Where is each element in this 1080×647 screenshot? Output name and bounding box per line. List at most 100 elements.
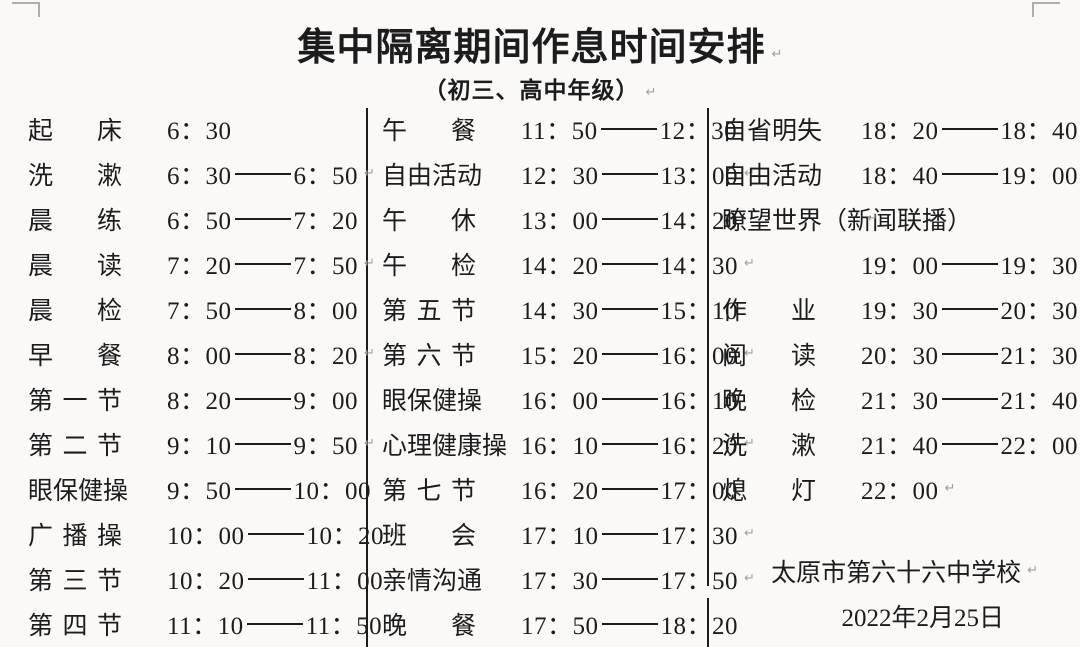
activity-label: 晚餐	[382, 612, 476, 640]
activity-label: 午休	[382, 207, 476, 235]
activity-label: 起床	[28, 117, 122, 145]
time-range: 16：20 17：00	[521, 471, 744, 507]
time-range: 17：10 17：30 ↵	[521, 516, 755, 552]
activity-label: 晨读	[28, 252, 122, 280]
schedule-row: 第四节 11：10 11：50	[28, 601, 382, 646]
textbox-corner-mark-left	[12, 2, 40, 17]
end-time: 11：50	[305, 612, 383, 640]
activity-label: 眼保健操	[382, 387, 483, 415]
time-range-dash	[941, 172, 998, 175]
start-time: 8：20	[167, 387, 232, 415]
end-time: 8：00	[293, 297, 359, 325]
paragraph-return-mark: ↵	[744, 166, 755, 181]
end-time: 9：50	[293, 432, 359, 460]
activity-label: 第七节	[382, 477, 476, 505]
activity-label: 第六节	[382, 342, 476, 370]
start-time: 9：50	[167, 477, 232, 505]
end-time: 17：30	[660, 522, 739, 550]
time-range-dash	[234, 352, 291, 355]
time-range-dash	[601, 397, 658, 400]
end-time: 16：10	[660, 387, 739, 415]
footer-school-name: 太原市第六十六中学校 ↵	[771, 559, 1038, 587]
schedule-row: 眼保健操 9：50 10：00	[28, 466, 371, 511]
footer-date: 2022年2月25日	[841, 604, 1004, 632]
start-time: 11：50	[521, 117, 598, 145]
schedule-row: 早餐 8：00 8：20 ↵	[28, 331, 375, 376]
activity-label: 广播操	[28, 522, 122, 550]
time-range-dash	[234, 307, 291, 310]
time-range-dash	[234, 262, 291, 265]
paragraph-return-mark: ↵	[364, 256, 375, 271]
activity-label: 阅读	[722, 342, 816, 370]
activity-label: 自由活动	[722, 162, 823, 190]
end-time: 16：20	[660, 432, 739, 460]
time-range-dash	[246, 622, 303, 625]
time-range: 21：40 22：00	[861, 426, 1080, 462]
end-time: 22：00	[1000, 432, 1079, 460]
end-time: 15：10	[660, 297, 739, 325]
activity-label: 洗漱	[722, 432, 816, 460]
activity-label: 瞭望世界（新闻联播）	[722, 207, 973, 235]
paragraph-return-mark: ↵	[744, 436, 755, 451]
schedule-row: 洗漱 6：30 6：50 ↵	[28, 151, 375, 196]
activity-label: 第五节	[382, 297, 476, 325]
time-range-dash	[941, 352, 998, 355]
time-range-dash	[600, 127, 657, 130]
end-time: 14：20	[660, 207, 739, 235]
activity-label: 晨检	[28, 297, 122, 325]
time-range: 9：50 10：00	[167, 471, 377, 507]
end-time: 10：20	[306, 522, 385, 550]
paragraph-return-mark: ↵	[744, 256, 755, 271]
schedule-row: 第七节 16：20 17：00	[382, 466, 738, 511]
schedule-row: 自由活动 18：40 19：00 ↵	[722, 151, 1078, 196]
time-range-dash	[601, 217, 658, 220]
time-range: 6：30	[167, 111, 238, 147]
time-range: 6：50 7：20	[167, 201, 364, 237]
end-time: 19：30	[1000, 252, 1079, 280]
time-range: 8：00 8：20 ↵	[167, 336, 375, 372]
schedule-row: 午休 13：00 14：20	[382, 196, 738, 241]
schedule-row: 午检 14：20 14：30 ↵	[382, 241, 755, 286]
start-time: 21：30	[861, 387, 939, 415]
activity-label: 熄灯	[722, 477, 816, 505]
end-time: 17：00	[660, 477, 739, 505]
schedule-row: 班会 17：10 17：30 ↵	[382, 511, 755, 556]
start-time: 16：10	[521, 432, 599, 460]
start-time: 16：00	[521, 387, 599, 415]
activity-label: 第四节	[28, 612, 122, 640]
time-range-dash	[601, 622, 658, 625]
activity-label: 第一节	[28, 387, 122, 415]
schedule-row: 晨读 7：20 7：50 ↵	[28, 241, 375, 286]
paragraph-return-mark: ↵	[1027, 563, 1038, 578]
schedule-row: 阅读 20：30 21：30 ↵	[722, 331, 1078, 376]
end-time: 7：50	[293, 252, 359, 280]
activity-label: 午检	[382, 252, 476, 280]
activity-label: 班会	[382, 522, 476, 550]
start-time: 20：30	[861, 342, 939, 370]
schedule-row: 瞭望世界（新闻联播） ↵	[722, 196, 1044, 241]
time-range: 11：10 11：50	[167, 606, 388, 642]
time-range-dash	[234, 487, 291, 490]
start-time: 6：30	[167, 162, 232, 190]
time-range-dash	[601, 307, 658, 310]
schedule-row: 第二节 9：10 9：50 ↵	[28, 421, 375, 466]
time-range-dash	[234, 217, 291, 220]
schedule-row: 熄灯 22：00 ↵	[722, 466, 1044, 511]
time-range: 17：30 17：50 ↵	[521, 561, 755, 597]
textbox-corner-mark-right	[1032, 2, 1060, 17]
time-range: 13：00 14：20	[521, 201, 744, 237]
end-time: 18：40	[1000, 117, 1079, 145]
page-title: 集中隔离期间作息时间安排 ↵	[0, 16, 1080, 71]
start-time: 6：30	[167, 117, 232, 145]
paragraph-return-mark: ↵	[867, 211, 878, 226]
time-range-dash	[601, 442, 658, 445]
end-time: 21：40	[1000, 387, 1079, 415]
schedule-row: 第三节 10：20 11：00	[28, 556, 383, 601]
paragraph-return-mark: ↵	[771, 47, 783, 62]
end-time: 13：00	[660, 162, 739, 190]
end-time: 9：00	[293, 387, 359, 415]
schedule-row: 心理健康操 16：10 16：20 ↵	[382, 421, 755, 466]
